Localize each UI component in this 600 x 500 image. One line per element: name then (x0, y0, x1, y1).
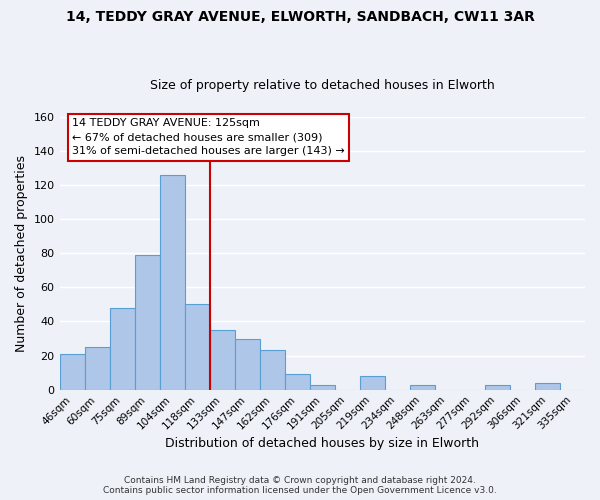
Bar (85, 347, 110, 390)
Bar (134, 255, 160, 390)
Bar (185, 304, 209, 390)
Bar (235, 338, 260, 390)
Bar (260, 350, 285, 390)
Bar (209, 330, 235, 390)
Text: 14, TEDDY GRAY AVENUE, ELWORTH, SANDBACH, CW11 3AR: 14, TEDDY GRAY AVENUE, ELWORTH, SANDBACH… (65, 10, 535, 24)
Bar (310, 384, 335, 390)
X-axis label: Distribution of detached houses by size in Elworth: Distribution of detached houses by size … (165, 437, 479, 450)
Bar (410, 384, 435, 390)
Bar (160, 175, 185, 390)
Bar (485, 384, 510, 390)
Text: 14 TEDDY GRAY AVENUE: 125sqm
← 67% of detached houses are smaller (309)
31% of s: 14 TEDDY GRAY AVENUE: 125sqm ← 67% of de… (72, 118, 345, 156)
Bar (360, 376, 385, 390)
Bar (535, 383, 560, 390)
Title: Size of property relative to detached houses in Elworth: Size of property relative to detached ho… (150, 79, 494, 92)
Text: Contains HM Land Registry data © Crown copyright and database right 2024.
Contai: Contains HM Land Registry data © Crown c… (103, 476, 497, 495)
Bar (285, 374, 310, 390)
Bar (110, 308, 134, 390)
Y-axis label: Number of detached properties: Number of detached properties (15, 155, 28, 352)
Bar (59, 354, 85, 390)
